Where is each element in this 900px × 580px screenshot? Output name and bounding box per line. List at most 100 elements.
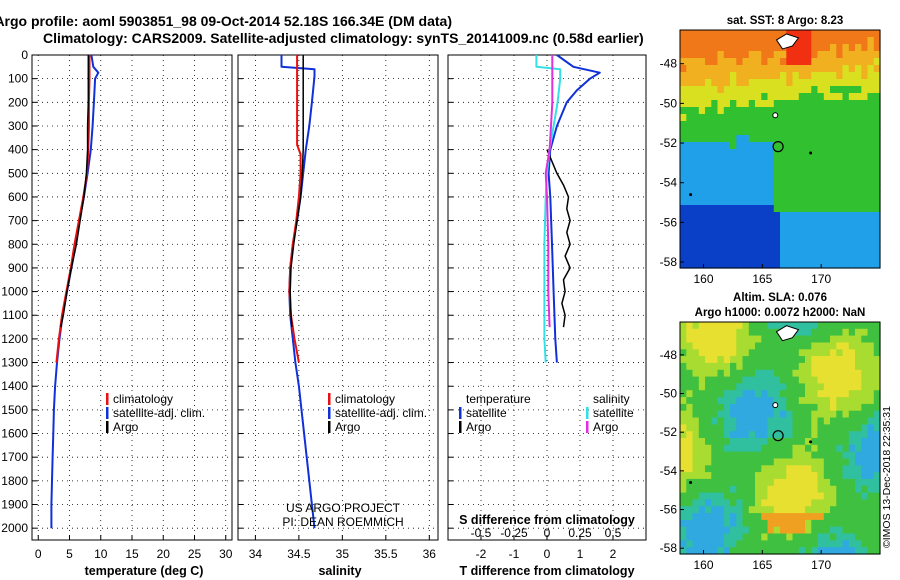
- map-cell: [686, 100, 694, 108]
- map-cell: [767, 417, 775, 425]
- map-cell: [817, 342, 825, 350]
- map-cell: [830, 212, 837, 220]
- map-cell: [855, 233, 862, 241]
- map-cell: [748, 86, 756, 94]
- map-cell: [717, 191, 725, 199]
- map-cell: [742, 93, 750, 101]
- map-cell: [736, 356, 744, 364]
- map-cell: [823, 261, 831, 269]
- map-cell: [780, 506, 787, 514]
- map-cell: [736, 397, 744, 405]
- map-cell: [742, 349, 750, 357]
- map-cell: [848, 79, 856, 87]
- map-cell: [755, 438, 762, 446]
- map-cell: [711, 444, 719, 453]
- map-cell: [680, 247, 687, 255]
- map-cell: [798, 37, 806, 45]
- map-cell: [798, 472, 806, 480]
- map-cell: [705, 177, 712, 185]
- map-cell: [786, 86, 794, 94]
- map-cell: [855, 376, 862, 384]
- map-cell: [717, 506, 725, 514]
- map-cell: [692, 349, 700, 357]
- map-cell: [830, 198, 837, 206]
- map-cell: [761, 121, 769, 129]
- map-cell: [848, 335, 856, 343]
- map-cell: [836, 492, 844, 500]
- map-cell: [861, 212, 869, 220]
- map-cell: [748, 431, 756, 439]
- map-cell: [780, 519, 787, 528]
- map-cell: [736, 240, 744, 248]
- map-cell: [873, 431, 881, 439]
- map-cell: [755, 184, 762, 192]
- map-cell: [736, 177, 744, 185]
- map-cell: [861, 540, 869, 548]
- map-cell: [811, 177, 819, 185]
- x-tick-label: 35: [336, 547, 350, 561]
- map-cell: [855, 240, 862, 248]
- map-cell: [798, 240, 806, 248]
- map-cell: [717, 37, 725, 45]
- map-cell: [692, 472, 700, 480]
- map-cell: [792, 247, 800, 255]
- map-cell: [742, 226, 750, 234]
- map-cell: [723, 492, 731, 500]
- map-cell: [780, 383, 787, 391]
- map-cell: [723, 519, 731, 528]
- map-cell: [848, 156, 856, 164]
- map-cell: [748, 135, 756, 143]
- map-cell: [842, 128, 850, 136]
- map-cell: [823, 444, 831, 453]
- map-cell: [730, 513, 737, 521]
- map-cell: [692, 233, 700, 241]
- map-cell: [723, 261, 731, 269]
- map-cell: [686, 438, 694, 446]
- map-cell: [842, 451, 850, 459]
- map-cell: [792, 526, 800, 535]
- map-cell: [767, 383, 775, 391]
- map-cell: [761, 335, 769, 343]
- map-cell: [792, 356, 800, 364]
- map-cell: [861, 349, 869, 357]
- map-cell: [780, 212, 787, 220]
- map-cell: [723, 142, 731, 150]
- map-cell: [742, 356, 750, 364]
- map-cell: [823, 506, 831, 514]
- map-cell: [742, 328, 750, 337]
- map-cell: [811, 58, 819, 66]
- map-cell: [717, 458, 725, 466]
- map-cell: [867, 376, 875, 384]
- map-cell: [723, 191, 731, 199]
- map-cell: [786, 135, 794, 143]
- map-cell: [798, 72, 806, 80]
- map-cell: [773, 170, 781, 178]
- map-cell: [792, 424, 800, 432]
- map-cell: [761, 390, 769, 398]
- map-cell: [811, 37, 819, 45]
- x-tick-label: 36: [423, 547, 437, 561]
- map-cell: [817, 369, 825, 378]
- map-cell: [748, 328, 756, 337]
- map-cell: [723, 410, 731, 419]
- map-cell: [761, 212, 769, 220]
- map-cell: [723, 438, 731, 446]
- map-cell: [805, 37, 812, 45]
- map-cell: [773, 417, 781, 425]
- map-cell: [811, 72, 819, 80]
- map-cell: [811, 499, 819, 507]
- map-cell: [680, 107, 687, 115]
- map-cell: [717, 383, 725, 391]
- map-cell: [686, 44, 694, 52]
- map-cell: [761, 526, 769, 535]
- map-cell: [873, 191, 881, 199]
- map-cell: [698, 128, 706, 136]
- map-cell: [755, 547, 762, 555]
- map-cell: [842, 533, 850, 541]
- map-cell: [786, 261, 794, 269]
- map-cell: [761, 519, 769, 528]
- map-cell: [767, 72, 775, 80]
- map-cell: [817, 170, 825, 178]
- map-cell: [798, 376, 806, 384]
- map-cell: [823, 177, 831, 185]
